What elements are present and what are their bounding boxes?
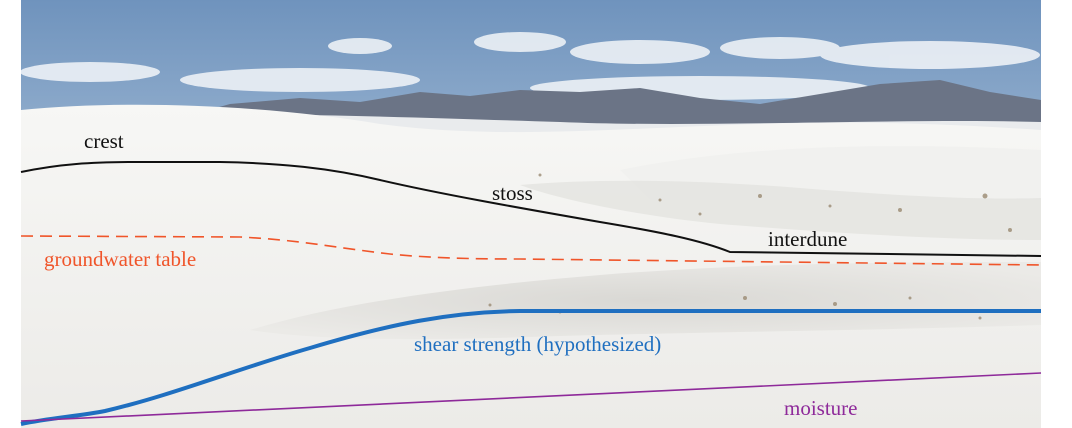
label-groundwater-table: groundwater table [44,247,196,271]
label-interdune: interdune [768,227,847,251]
dune-profile-line [20,161,1042,257]
shear-strength-line [20,309,1041,426]
background-photo [21,0,1041,428]
interdune-flat [250,262,1041,340]
vegetation-specks [488,173,1012,320]
mountain-range [180,80,1041,128]
clouds [21,32,1040,100]
label-stoss: stoss [492,181,533,205]
label-shear-strength: shear strength (hypothesized) [414,332,661,356]
moisture-line [20,372,1042,422]
groundwater-table-line [20,235,1042,266]
label-moisture: moisture [784,396,858,420]
label-crest: crest [84,129,124,153]
